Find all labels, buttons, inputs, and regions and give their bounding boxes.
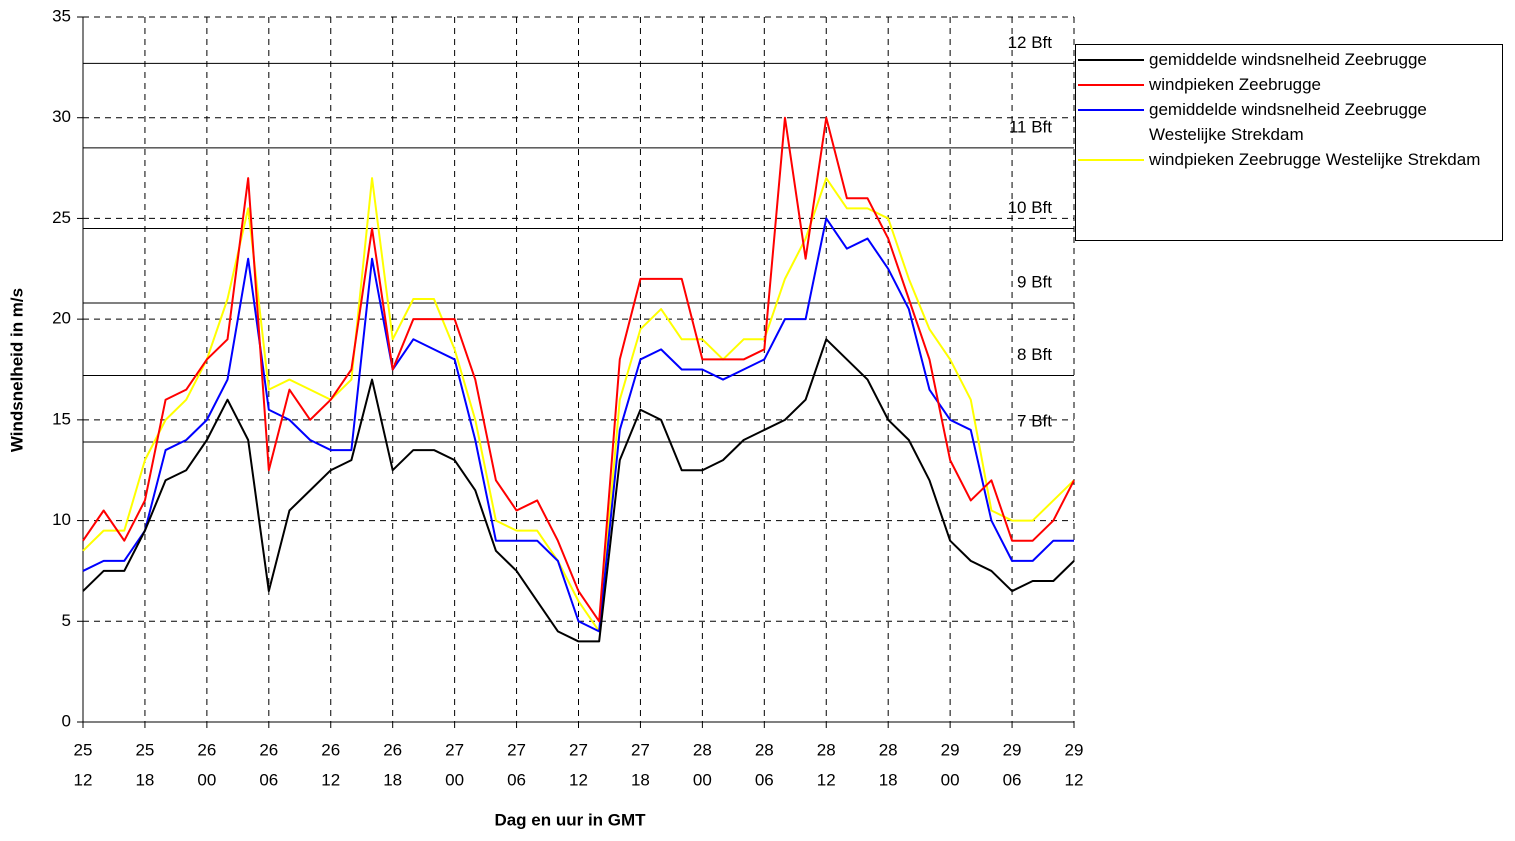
x-tick-label: 18	[879, 770, 898, 789]
x-tick-label: 28	[755, 740, 774, 759]
x-tick-label: 18	[631, 770, 650, 789]
x-tick-label: 28	[817, 740, 836, 759]
reference-label: 11 Bft	[1009, 117, 1052, 136]
x-tick-label: 26	[259, 740, 278, 759]
legend-label: windpieken Zeebrugge	[1149, 75, 1322, 94]
y-tick-label: 35	[52, 6, 71, 25]
y-tick-label: 15	[52, 409, 71, 428]
x-tick-label: 28	[879, 740, 898, 759]
legend-entry: gemiddelde windsnelheid Zeebrugge Westel…	[1078, 97, 1502, 147]
legend-label: gemiddelde windsnelheid Zeebrugge	[1149, 50, 1427, 69]
x-axis-label: Dag en uur in GMT	[494, 810, 646, 829]
legend: gemiddelde windsnelheid Zeebrugge windpie…	[1075, 44, 1503, 241]
x-tick-label: 00	[197, 770, 216, 789]
y-axis-label: Windsnelheid in m/s	[7, 288, 26, 452]
series-line	[82, 217, 1074, 633]
legend-entry: windpieken Zeebrugge Westelijke Strekdam	[1078, 147, 1502, 172]
legend-swatch	[1078, 109, 1144, 111]
legend-swatch	[1078, 159, 1144, 161]
x-tick-label: 06	[1003, 770, 1022, 789]
reference-label: 8 Bft	[1017, 345, 1052, 364]
legend-entry: gemiddelde windsnelheid Zeebrugge	[1078, 47, 1502, 72]
x-tick-label: 25	[135, 740, 154, 759]
x-tick-label: 00	[445, 770, 464, 789]
x-tick-label: 12	[321, 770, 340, 789]
x-tick-label: 26	[383, 740, 402, 759]
reference-label: 9 Bft	[1017, 273, 1052, 292]
x-tick-label: 26	[197, 740, 216, 759]
legend-label: gemiddelde windsnelheid Zeebrugge Westel…	[1149, 100, 1427, 144]
x-tick-label: 12	[74, 770, 93, 789]
x-tick-label: 12	[1065, 770, 1084, 789]
x-tick-label: 12	[569, 770, 588, 789]
legend-label: windpieken Zeebrugge Westelijke Strekdam	[1149, 150, 1481, 169]
x-tick-label: 29	[941, 740, 960, 759]
legend-swatch	[1078, 59, 1144, 61]
series-line	[82, 177, 1075, 633]
reference-label: 10 Bft	[1008, 198, 1053, 217]
x-tick-label: 27	[631, 740, 650, 759]
legend-swatch	[1078, 84, 1144, 86]
x-tick-label: 06	[755, 770, 774, 789]
x-tick-label: 18	[135, 770, 154, 789]
x-tick-label: 06	[259, 770, 278, 789]
x-tick-label: 06	[507, 770, 526, 789]
y-tick-label: 0	[62, 711, 71, 730]
x-tick-label: 00	[941, 770, 960, 789]
x-tick-label: 26	[321, 740, 340, 759]
x-tick-label: 27	[507, 740, 526, 759]
series-line	[82, 338, 1075, 643]
x-tick-label: 12	[817, 770, 836, 789]
x-tick-label: 29	[1065, 740, 1084, 759]
y-tick-label: 30	[52, 107, 71, 126]
series-line	[82, 116, 1075, 623]
x-tick-label: 28	[693, 740, 712, 759]
y-tick-label: 20	[52, 309, 71, 328]
reference-label: 7 Bft	[1017, 411, 1052, 430]
x-tick-label: 00	[693, 770, 712, 789]
y-tick-label: 5	[62, 611, 71, 630]
x-tick-label: 27	[445, 740, 464, 759]
y-tick-label: 10	[52, 510, 71, 529]
reference-label: 12 Bft	[1008, 33, 1053, 52]
legend-entry: windpieken Zeebrugge	[1078, 72, 1502, 97]
x-tick-label: 29	[1003, 740, 1022, 759]
x-tick-label: 18	[383, 770, 402, 789]
y-tick-label: 25	[52, 208, 71, 227]
x-tick-label: 27	[569, 740, 588, 759]
x-tick-label: 25	[74, 740, 93, 759]
